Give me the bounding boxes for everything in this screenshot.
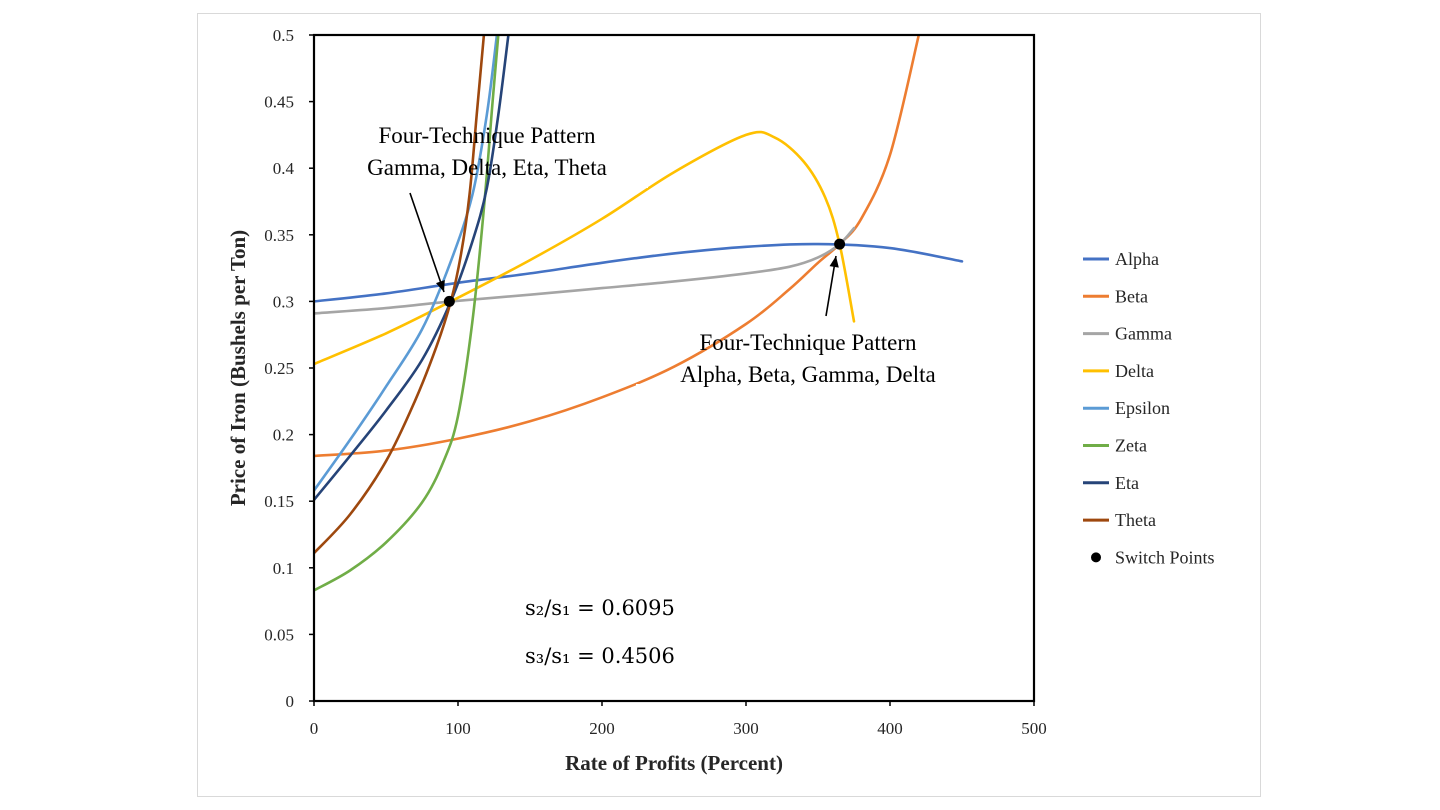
x-tick-label: 100 xyxy=(445,719,471,738)
annotation-1-line-1: Four-Technique Pattern xyxy=(378,123,596,148)
x-tick-label: 0 xyxy=(310,719,319,738)
annotation-2-mask xyxy=(636,384,712,394)
legend-label: Theta xyxy=(1115,510,1156,530)
formula-s3-s1: s₃/s₁ = 0.4506 xyxy=(525,644,675,668)
legend-swatch xyxy=(1091,552,1101,563)
series-line-delta xyxy=(314,130,856,366)
series-line-alpha xyxy=(314,242,964,303)
y-tick-label: 0.5 xyxy=(273,26,294,45)
series-line-gamma xyxy=(314,226,856,315)
formula-s2-s1: s₂/s₁ = 0.6095 xyxy=(525,596,675,620)
legend-label: Epsilon xyxy=(1115,398,1170,418)
y-tick-label: 0.05 xyxy=(264,625,294,644)
switch-point-2 xyxy=(834,238,846,250)
legend-item-theta: Theta xyxy=(1083,510,1156,530)
y-tick-label: 0.25 xyxy=(264,359,294,378)
legend-label: Alpha xyxy=(1115,249,1159,269)
legend-label: Beta xyxy=(1115,286,1148,306)
legend-label: Switch Points xyxy=(1115,547,1215,567)
annotation-1-mask xyxy=(618,170,648,188)
annotation-2-arrow xyxy=(825,255,839,317)
annotation-1-arrow xyxy=(409,192,445,293)
legend-item-delta: Delta xyxy=(1083,361,1154,381)
y-tick-label: 0.3 xyxy=(273,292,294,311)
legend-item-epsilon: Epsilon xyxy=(1083,398,1170,418)
annotation-2-line-1: Four-Technique Pattern xyxy=(699,330,917,355)
legend-item-alpha: Alpha xyxy=(1083,249,1159,269)
annotation-2-line-2: Alpha, Beta, Gamma, Delta xyxy=(680,362,935,387)
x-tick-label: 300 xyxy=(733,719,759,738)
x-axis-title: Rate of Profits (Percent) xyxy=(565,751,783,775)
legend-label: Delta xyxy=(1115,361,1154,381)
legend-label: Zeta xyxy=(1115,436,1147,456)
series-line-beta xyxy=(314,35,921,458)
x-tick-label: 400 xyxy=(877,719,903,738)
series-line-theta xyxy=(314,35,486,555)
y-tick-label: 0.45 xyxy=(264,93,294,112)
y-tick-label: 0.35 xyxy=(264,226,294,245)
y-axis-title: Price of Iron (Bushels per Ton) xyxy=(226,230,250,506)
legend-item-gamma: Gamma xyxy=(1083,324,1172,344)
legend-label: Eta xyxy=(1115,473,1139,493)
y-tick-label: 0.15 xyxy=(264,492,294,511)
switch-point-1 xyxy=(443,295,455,307)
y-tick-label: 0.2 xyxy=(273,426,294,445)
series-line-zeta xyxy=(314,35,500,592)
legend-label: Gamma xyxy=(1115,324,1172,344)
legend-item-beta: Beta xyxy=(1083,286,1148,306)
legend-item-eta: Eta xyxy=(1083,473,1139,493)
series-line-epsilon xyxy=(314,35,499,492)
y-tick-label: 0.4 xyxy=(273,159,295,178)
y-tick-label: 0 xyxy=(286,692,295,711)
x-tick-label: 200 xyxy=(589,719,615,738)
x-tick-label: 500 xyxy=(1021,719,1047,738)
y-tick-label: 0.1 xyxy=(273,559,294,578)
legend-item-zeta: Zeta xyxy=(1083,436,1147,456)
annotation-1-line-2: Gamma, Delta, Eta, Theta xyxy=(367,155,607,180)
legend-item-switch-points: Switch Points xyxy=(1091,547,1215,567)
